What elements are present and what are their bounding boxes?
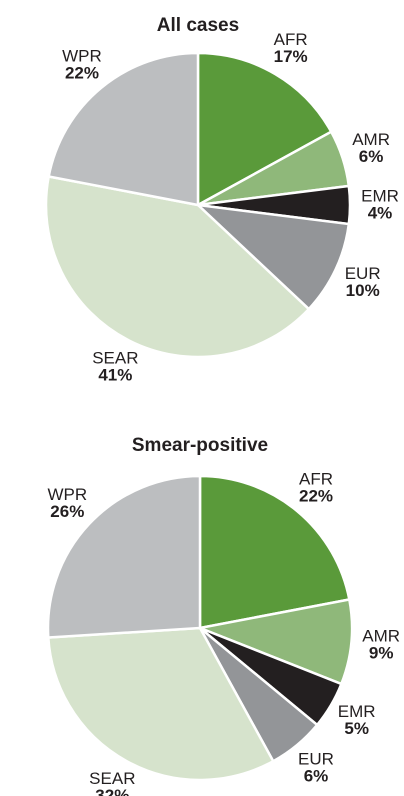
slice-label: AFR	[274, 30, 308, 49]
slice-value-label: 4%	[368, 203, 393, 222]
slice-value-label: 32%	[95, 786, 129, 796]
slice-value-label: 22%	[299, 486, 333, 505]
slice-label: SEAR	[89, 769, 135, 788]
pie-slice	[198, 474, 351, 630]
pie-slice	[46, 474, 202, 639]
pie-slice	[47, 51, 200, 207]
slice-label: AMR	[362, 627, 400, 646]
slice-label: EUR	[298, 750, 334, 769]
slice-label: EUR	[345, 264, 381, 283]
slice-value-label: 5%	[344, 719, 369, 738]
slice-label: AMR	[352, 130, 390, 149]
pie-slice	[195, 598, 354, 686]
slice-value-label: 41%	[98, 366, 132, 385]
slice-label: WPR	[47, 485, 87, 504]
chart-title: All cases	[157, 15, 239, 36]
slice-label: SEAR	[92, 349, 138, 368]
pie-slice	[194, 203, 351, 311]
slice-value-label: 26%	[50, 502, 84, 521]
slice-label: AFR	[299, 469, 333, 488]
slice-label: EMR	[361, 186, 399, 205]
pie-slice	[44, 175, 311, 359]
slice-label: WPR	[62, 46, 102, 65]
slice-value-label: 6%	[359, 147, 384, 166]
slice-value-label: 22%	[65, 63, 99, 82]
pie-slice	[196, 51, 333, 208]
slice-label: EMR	[338, 702, 376, 721]
slice-value-label: 10%	[346, 281, 380, 300]
chart-title: Smear-positive	[132, 435, 268, 456]
slice-value-label: 9%	[369, 644, 394, 663]
slice-value-label: 6%	[304, 767, 329, 786]
pie-slice	[46, 626, 275, 782]
slice-value-label: 17%	[274, 47, 308, 66]
